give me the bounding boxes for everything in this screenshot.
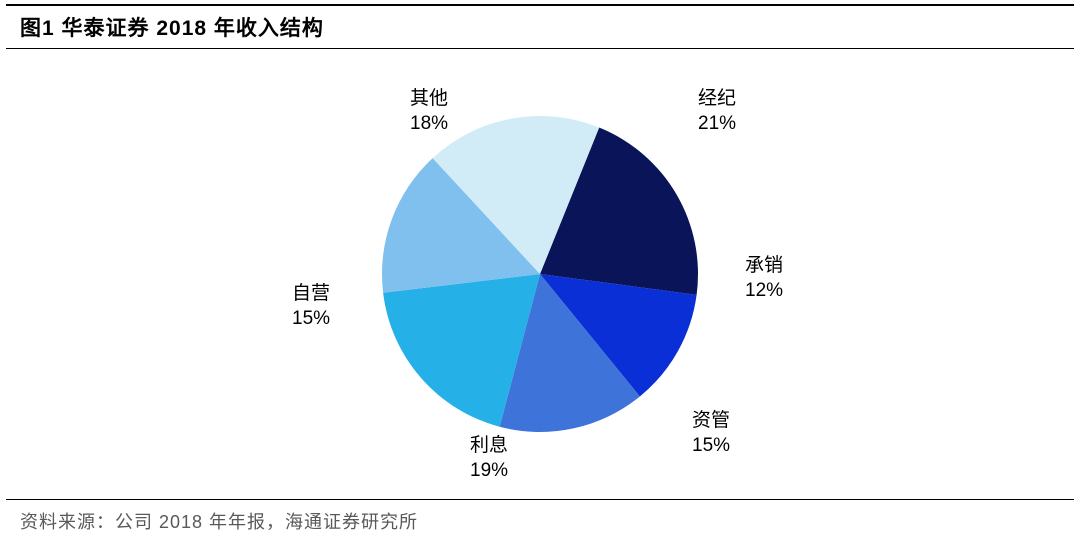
slice-label: 经纪21%	[698, 87, 736, 136]
slice-label-name: 利息	[470, 434, 508, 459]
slice-label: 自营15%	[292, 282, 330, 331]
slice-label: 其他18%	[410, 87, 448, 136]
chart-area: 经纪21%承销12%资管15%利息19%自营15%其他18%	[6, 49, 1074, 499]
slice-label-value: 15%	[692, 434, 730, 459]
slice-label-value: 12%	[745, 279, 783, 304]
slice-label-name: 资管	[692, 409, 730, 434]
slice-label-name: 自营	[292, 282, 330, 307]
slice-label-name: 承销	[745, 254, 783, 279]
slice-label-value: 19%	[470, 459, 508, 484]
slice-label-value: 21%	[698, 112, 736, 137]
slice-label: 资管15%	[692, 409, 730, 458]
slice-label-name: 其他	[410, 87, 448, 112]
slice-label-value: 18%	[410, 112, 448, 137]
slice-label-name: 经纪	[698, 87, 736, 112]
figure-header: 图1 华泰证券 2018 年收入结构	[6, 4, 1074, 49]
slice-label-value: 15%	[292, 307, 330, 332]
figure-title: 图1 华泰证券 2018 年收入结构	[20, 12, 1074, 42]
pie-wrapper: 经纪21%承销12%资管15%利息19%自营15%其他18%	[230, 54, 850, 494]
slice-label: 利息19%	[470, 434, 508, 483]
figure-footer: 资料来源：公司 2018 年年报，海通证券研究所	[6, 499, 1074, 534]
slice-label: 承销12%	[745, 254, 783, 303]
source-text: 资料来源：公司 2018 年年报，海通证券研究所	[20, 512, 418, 532]
